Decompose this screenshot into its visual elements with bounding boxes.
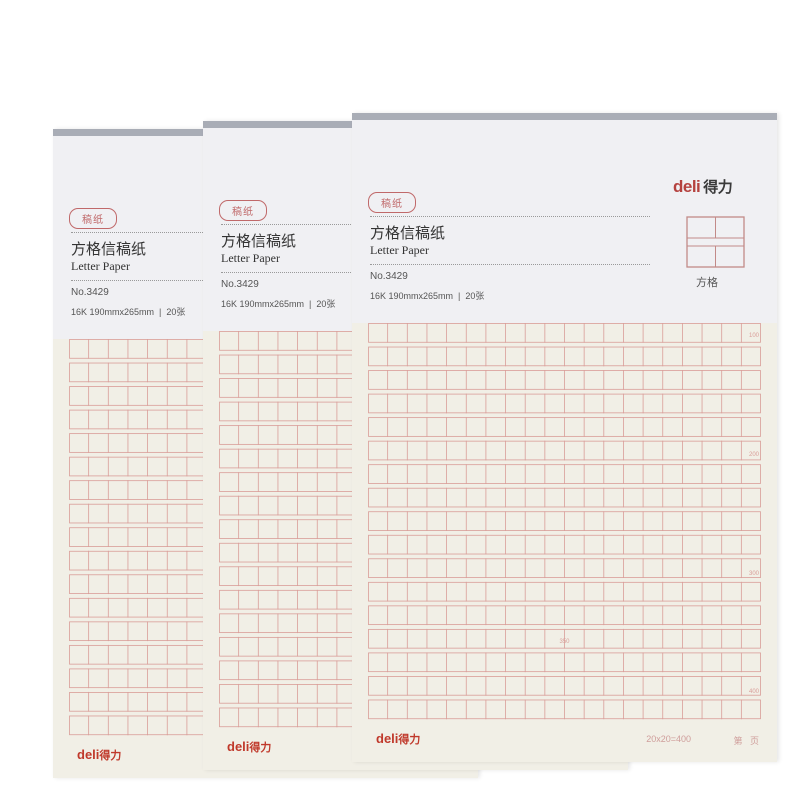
svg-text:100: 100 bbox=[749, 333, 760, 339]
svg-text:300: 300 bbox=[749, 571, 760, 577]
svg-text:350: 350 bbox=[559, 639, 570, 645]
svg-text:200: 200 bbox=[749, 452, 760, 458]
svg-text:400: 400 bbox=[749, 689, 760, 695]
